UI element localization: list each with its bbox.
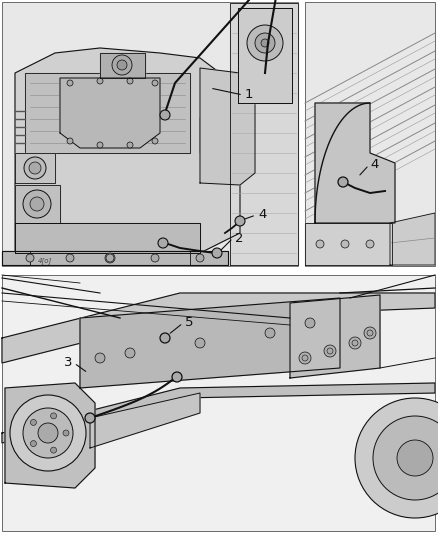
- Circle shape: [10, 395, 86, 471]
- Text: 4: 4: [370, 158, 378, 172]
- Circle shape: [196, 254, 204, 262]
- Circle shape: [160, 333, 170, 343]
- Circle shape: [50, 447, 57, 453]
- Polygon shape: [80, 298, 340, 388]
- Bar: [2, 275, 435, 531]
- Circle shape: [316, 240, 324, 248]
- Circle shape: [265, 328, 275, 338]
- Circle shape: [66, 254, 74, 262]
- Polygon shape: [2, 251, 228, 265]
- Polygon shape: [25, 73, 190, 153]
- Polygon shape: [230, 3, 298, 265]
- Circle shape: [302, 355, 308, 361]
- Polygon shape: [290, 295, 380, 378]
- Circle shape: [349, 337, 361, 349]
- Circle shape: [366, 240, 374, 248]
- Circle shape: [299, 352, 311, 364]
- Circle shape: [160, 110, 170, 120]
- Circle shape: [106, 254, 114, 262]
- Text: 1: 1: [245, 88, 254, 101]
- Circle shape: [38, 423, 58, 443]
- Circle shape: [105, 253, 115, 263]
- Circle shape: [30, 197, 44, 211]
- Circle shape: [67, 138, 73, 144]
- Circle shape: [23, 408, 73, 458]
- Bar: [305, 2, 435, 266]
- Circle shape: [324, 345, 336, 357]
- Text: 5: 5: [185, 317, 194, 329]
- Circle shape: [158, 238, 168, 248]
- Polygon shape: [238, 8, 292, 103]
- Circle shape: [373, 416, 438, 500]
- Circle shape: [117, 60, 127, 70]
- Circle shape: [151, 254, 159, 262]
- Text: 4[o]: 4[o]: [38, 257, 52, 264]
- Polygon shape: [100, 53, 145, 78]
- Circle shape: [255, 33, 275, 53]
- Circle shape: [97, 142, 103, 148]
- Polygon shape: [15, 223, 200, 253]
- Text: 3: 3: [64, 357, 72, 369]
- Circle shape: [355, 398, 438, 518]
- Text: 4: 4: [258, 208, 266, 222]
- Circle shape: [364, 327, 376, 339]
- Circle shape: [85, 413, 95, 423]
- Circle shape: [127, 142, 133, 148]
- Circle shape: [23, 190, 51, 218]
- Circle shape: [152, 80, 158, 86]
- Circle shape: [29, 162, 41, 174]
- Circle shape: [30, 419, 36, 425]
- Circle shape: [112, 55, 132, 75]
- Polygon shape: [15, 153, 55, 183]
- Polygon shape: [200, 68, 255, 185]
- Circle shape: [305, 318, 315, 328]
- Circle shape: [338, 177, 348, 187]
- Circle shape: [152, 138, 158, 144]
- Polygon shape: [5, 383, 95, 488]
- Circle shape: [212, 248, 222, 258]
- Polygon shape: [390, 213, 435, 265]
- Polygon shape: [305, 223, 392, 265]
- Circle shape: [341, 240, 349, 248]
- Circle shape: [26, 254, 34, 262]
- Circle shape: [247, 25, 283, 61]
- Polygon shape: [2, 293, 435, 363]
- Circle shape: [50, 413, 57, 419]
- Text: 2: 2: [235, 231, 244, 245]
- Polygon shape: [15, 48, 240, 253]
- Circle shape: [367, 330, 373, 336]
- Circle shape: [24, 157, 46, 179]
- Circle shape: [125, 348, 135, 358]
- Circle shape: [195, 338, 205, 348]
- Polygon shape: [60, 78, 160, 148]
- Circle shape: [327, 348, 333, 354]
- Circle shape: [261, 39, 269, 47]
- Circle shape: [235, 216, 245, 226]
- Circle shape: [172, 372, 182, 382]
- Polygon shape: [2, 383, 435, 443]
- Polygon shape: [15, 185, 60, 223]
- Polygon shape: [90, 393, 200, 448]
- Polygon shape: [315, 103, 395, 223]
- Circle shape: [127, 78, 133, 84]
- Circle shape: [95, 353, 105, 363]
- Circle shape: [67, 80, 73, 86]
- Circle shape: [63, 430, 69, 436]
- Polygon shape: [30, 251, 190, 265]
- Circle shape: [352, 340, 358, 346]
- Circle shape: [30, 441, 36, 447]
- Circle shape: [397, 440, 433, 476]
- Bar: [2, 2, 298, 266]
- Circle shape: [97, 78, 103, 84]
